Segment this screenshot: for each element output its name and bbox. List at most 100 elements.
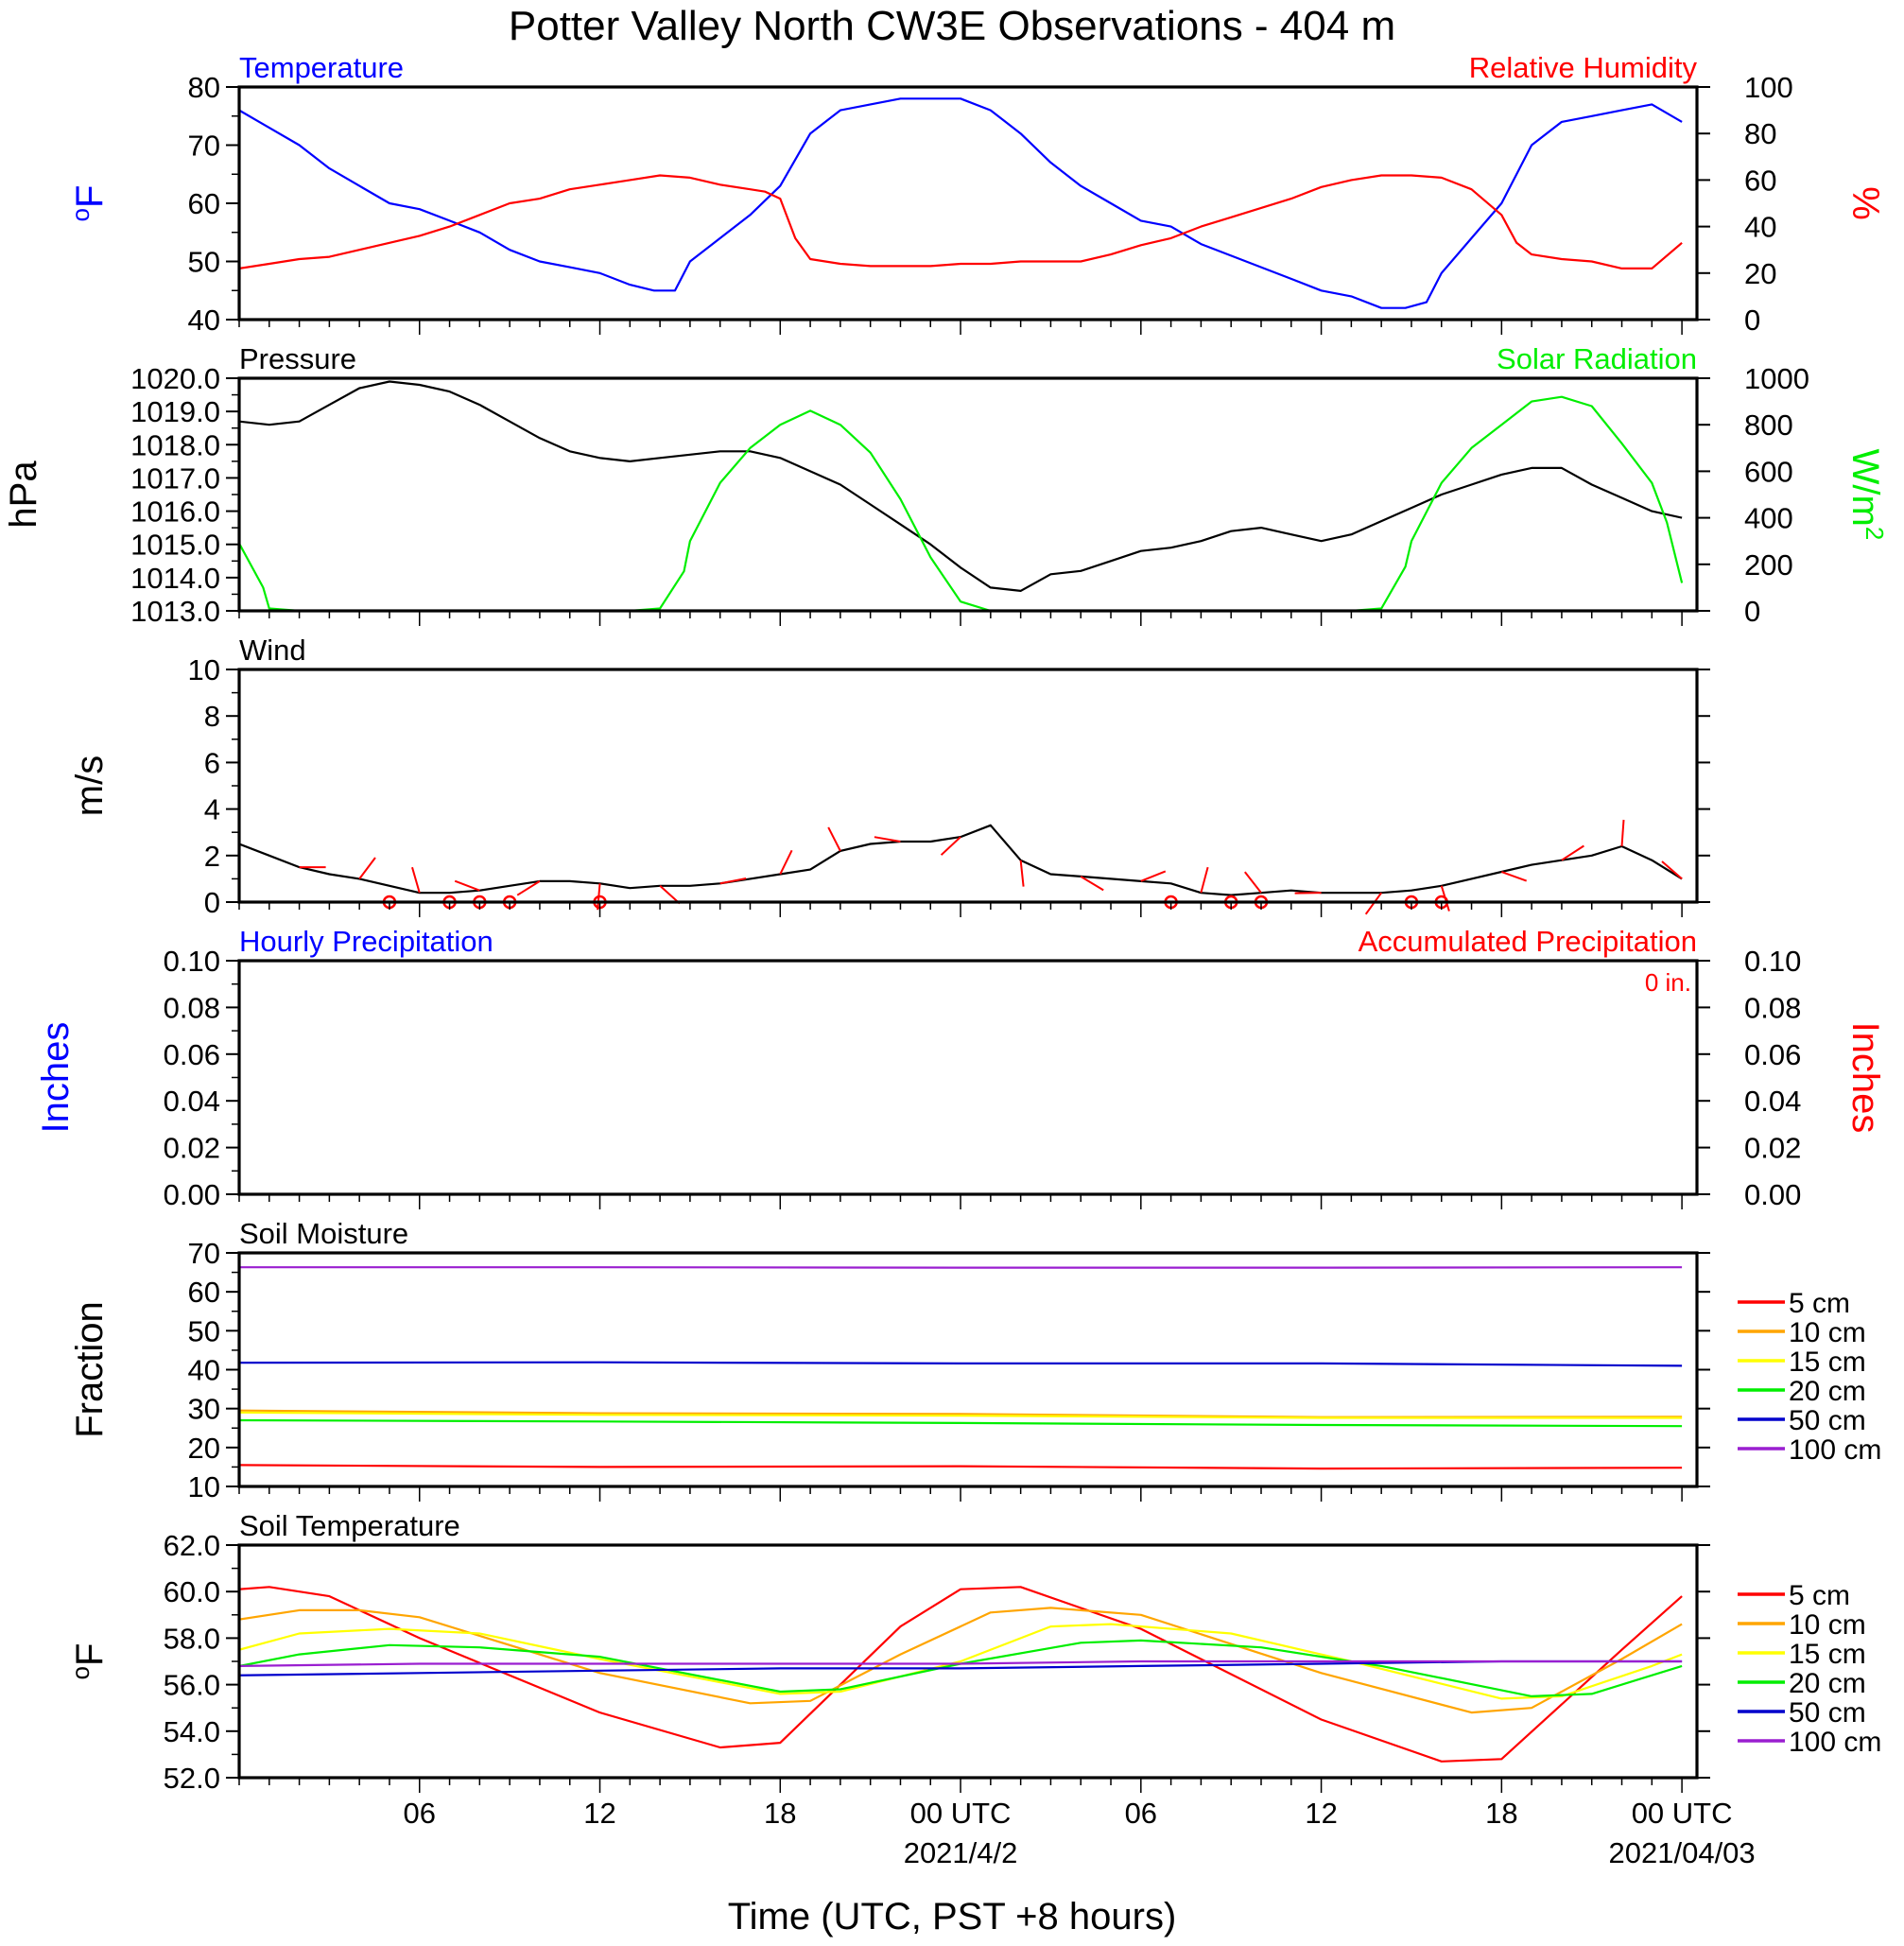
y-tick-label: 70	[188, 130, 220, 163]
plot-frame	[237, 959, 1699, 1196]
panel-title-left: Soil Temperature	[239, 1509, 460, 1542]
y-tick-label: 6	[204, 746, 220, 779]
series-line-soilm-4	[238, 1361, 1683, 1367]
wind-barb	[358, 857, 376, 880]
wind-barb	[1561, 844, 1584, 861]
y-tick-label: 4	[204, 793, 220, 826]
x-tick-label: 06	[404, 1797, 436, 1830]
series-line-soilt-0	[238, 1586, 1683, 1763]
wind-barb	[719, 877, 747, 885]
y2-axis-label: Inches	[1844, 1022, 1886, 1134]
y-tick-label: 50	[188, 246, 220, 279]
y-tick-label: 58.0	[164, 1622, 220, 1655]
panel-title-left: Soil Moisture	[239, 1217, 408, 1250]
wind-barb	[1620, 819, 1625, 847]
y-tick-label: 0.00	[164, 1178, 220, 1211]
y-tick-label: 40	[188, 304, 220, 337]
series-line-wind-0	[238, 824, 1683, 896]
y2-tick-label: 0.04	[1744, 1085, 1801, 1118]
panel-title-right: Accumulated Precipitation	[1359, 925, 1697, 958]
wind-barb	[827, 826, 841, 852]
y-tick-label: 0.08	[164, 991, 220, 1024]
y-tick-label: 8	[204, 700, 220, 733]
y-tick-label: 0.10	[164, 945, 220, 978]
y-axis-label: hPa	[3, 460, 44, 529]
y2-tick-label: 1000	[1744, 362, 1809, 395]
legend-label: 50 cm	[1789, 1697, 1866, 1729]
panel-precip: 0.00 0.02 0.04 0.06 0.08 0.10 0.00 0.02 0.04 0.06…	[35, 925, 1886, 1211]
wind-barb	[874, 836, 901, 843]
wind-barb	[659, 885, 681, 905]
legend-label: 15 cm	[1789, 1639, 1866, 1670]
y-tick-label: 1019.0	[130, 395, 220, 428]
series-line-soilt-1	[238, 1607, 1683, 1714]
panel-title-right: Relative Humidity	[1469, 51, 1698, 84]
legend-label: 5 cm	[1789, 1580, 1850, 1611]
wind-barb	[1661, 860, 1683, 880]
y-tick-label: 2	[204, 840, 220, 873]
y2-tick-label: 0	[1744, 595, 1760, 628]
wind-barb	[779, 849, 793, 875]
y2-tick-label: 400	[1744, 502, 1793, 535]
plot-frame	[237, 376, 1699, 613]
y-tick-label: 56.0	[164, 1669, 220, 1702]
series-line-soilm-0	[238, 1464, 1683, 1470]
y2-tick-label: 40	[1744, 211, 1776, 244]
x-tick-label: 06	[1125, 1797, 1157, 1830]
plot-frame	[237, 668, 1699, 904]
x-tick-label: 12	[583, 1797, 615, 1830]
wind-barb	[1140, 870, 1167, 882]
y2-tick-label: 200	[1744, 548, 1793, 582]
panel-pres: 1013.01014.01015.01016.01017.01018.01019…	[3, 342, 1889, 628]
wind-barb	[1244, 871, 1262, 894]
legend-label: 5 cm	[1789, 1288, 1850, 1319]
legend-label: 15 cm	[1789, 1347, 1866, 1378]
y-tick-label: 0.06	[164, 1038, 220, 1071]
y-tick-label: 1015.0	[130, 529, 220, 562]
series-line-temp-0	[238, 97, 1683, 309]
y2-tick-label: 60	[1744, 164, 1776, 197]
series-line-temp-1	[238, 174, 1683, 269]
plot-frame	[237, 85, 1699, 321]
series-line-soilt-2	[238, 1623, 1683, 1700]
legend-label: 10 cm	[1789, 1609, 1866, 1641]
legend-label: 10 cm	[1789, 1317, 1866, 1348]
y-tick-label: 1013.0	[130, 595, 220, 628]
series-line-pres-1	[238, 395, 1684, 613]
y-axis-label: Fraction	[69, 1301, 111, 1438]
wind-barb	[1019, 860, 1025, 887]
panel-temp: 40 50 60 70 80 0 20 40 60 80 100 Temperature Relativ…	[66, 51, 1886, 337]
series-line-pres-0	[238, 380, 1683, 593]
x-tick-sublabel: 2021/4/2	[904, 1836, 1018, 1869]
series-line-soilm-3	[238, 1418, 1683, 1428]
wind-barb	[516, 880, 541, 896]
x-tick-label: 18	[1485, 1797, 1517, 1830]
y-tick-label: 10	[188, 1470, 220, 1503]
y2-tick-label: 600	[1744, 455, 1793, 488]
x-tick-label: 12	[1305, 1797, 1337, 1830]
y2-tick-label: 0.10	[1744, 945, 1801, 978]
x-tick-sublabel: 2021/04/03	[1609, 1836, 1756, 1869]
y2-tick-label: 0.08	[1744, 991, 1801, 1024]
y2-tick-label: 20	[1744, 257, 1776, 290]
y-tick-label: 1020.0	[130, 362, 220, 395]
y-tick-label: 80	[188, 71, 220, 104]
y-tick-label: 60	[188, 1276, 220, 1309]
legend-label: 20 cm	[1789, 1376, 1866, 1407]
y-tick-label: 70	[188, 1237, 220, 1270]
series-line-soilm-2	[238, 1411, 1683, 1419]
x-tick-label: 18	[764, 1797, 796, 1830]
legend-label: 20 cm	[1789, 1668, 1866, 1699]
legend-label: 50 cm	[1789, 1405, 1866, 1436]
y-axis-label: Inches	[35, 1022, 77, 1134]
series-line-soilt-5	[238, 1659, 1683, 1667]
y-axis-label: m/s	[69, 756, 111, 816]
panel-wind: 0 2 4 6 8 10 Wind m/s	[69, 634, 1710, 919]
panel-title-left: Wind	[239, 634, 306, 667]
y-tick-label: 30	[188, 1393, 220, 1426]
y-tick-label: 62.0	[164, 1529, 220, 1562]
y-axis-label: oF	[66, 1643, 111, 1680]
y-tick-label: 1014.0	[130, 562, 220, 595]
wind-barb	[940, 836, 961, 856]
